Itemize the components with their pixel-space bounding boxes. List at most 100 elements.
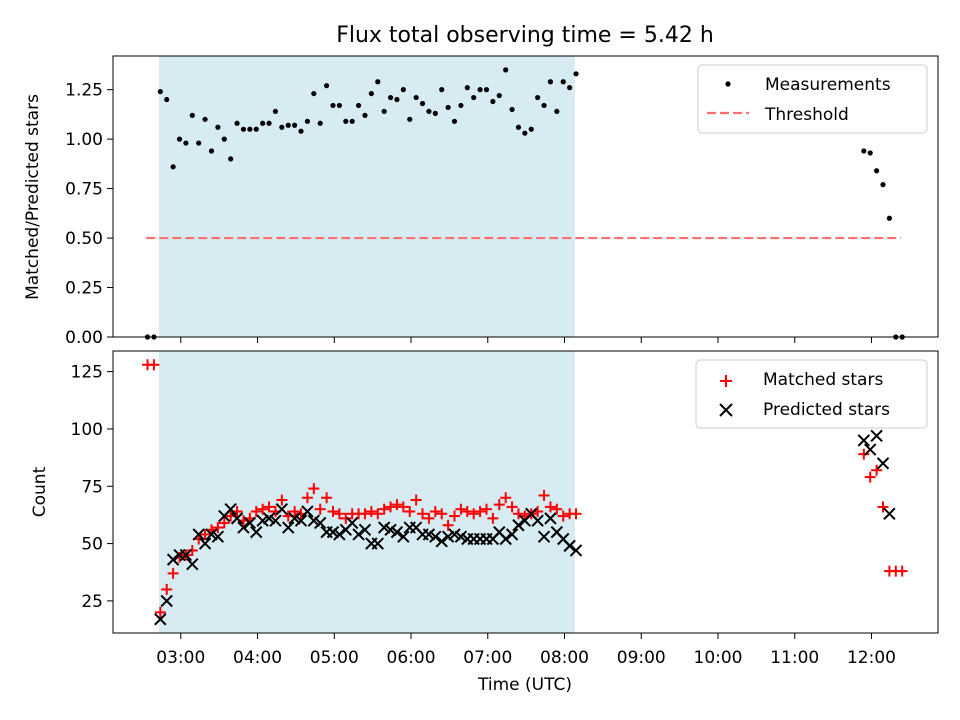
matched-star-point — [896, 565, 908, 577]
measurement-point — [541, 102, 547, 109]
predicted-star-point — [294, 514, 308, 527]
predicted-star-point — [397, 530, 410, 543]
measurement-point — [208, 148, 215, 154]
measurement-point — [528, 126, 534, 132]
measurement-point — [215, 124, 221, 130]
predicted-star-point — [333, 528, 346, 541]
measurement-point — [407, 116, 413, 122]
measurement-point — [535, 94, 541, 101]
matched-star-point — [397, 501, 409, 513]
bottom-y-tick-label: 125 — [71, 363, 103, 383]
measurement-point — [164, 96, 170, 103]
matched-star-point — [442, 519, 454, 531]
predicted-star-point — [314, 516, 327, 530]
matched-star-point — [493, 499, 505, 511]
top-shaded-region — [159, 56, 575, 337]
measurement-point — [554, 108, 560, 115]
top-y-tick-label: 1.00 — [65, 130, 103, 150]
measurement-point — [515, 124, 522, 130]
matched-star-point — [391, 499, 403, 511]
chart-title: Flux total observing time = 5.42 h — [336, 23, 714, 48]
predicted-star-point — [211, 530, 225, 543]
legend-label-threshold: Threshold — [764, 105, 849, 125]
bottom-y-axis-label: Count — [30, 466, 50, 517]
matched-star-point — [512, 508, 524, 520]
measurement-point — [176, 136, 183, 142]
predicted-star-point — [179, 548, 193, 562]
measurement-point — [202, 116, 208, 122]
bottom-y-tick-label: 100 — [71, 420, 103, 440]
measurement-point — [567, 85, 573, 91]
bottom-panel: 25 50 75 100 125 03:00 04:00 05:00 06:00 07:00 08… — [30, 350, 939, 695]
matched-star-point — [359, 508, 371, 520]
matched-star-point — [365, 505, 377, 517]
matched-star-point — [480, 503, 492, 515]
measurement-point — [266, 120, 272, 126]
x-tick-label: 08:00 — [540, 648, 589, 668]
predicted-star-point — [429, 530, 442, 543]
predicted-star-point — [531, 514, 544, 527]
matched-star-point — [538, 489, 550, 501]
measurement-point — [298, 128, 304, 134]
x-tick-label: 06:00 — [387, 648, 436, 668]
matched-star-point — [455, 503, 467, 515]
predicted-star-point — [883, 507, 896, 520]
measurement-point — [573, 71, 579, 77]
measurement-point — [317, 120, 323, 126]
matched-star-point — [321, 492, 333, 504]
predicted-star-point — [512, 519, 525, 532]
matched-star-point — [557, 510, 569, 522]
matched-star-point — [372, 508, 384, 520]
measurement-point — [483, 87, 490, 93]
measurement-point — [272, 108, 279, 115]
x-tick-label: 09:00 — [617, 648, 666, 668]
predicted-star-point — [537, 530, 551, 543]
x-tick-label: 07:00 — [463, 648, 512, 668]
measurement-point — [240, 126, 247, 132]
matched-star-point — [333, 508, 345, 520]
measurement-point — [362, 112, 368, 118]
predicted-star-point — [390, 525, 404, 539]
measurement-point — [445, 104, 451, 111]
top-panel: 0.00 0.25 0.50 0.75 1.00 1.25 Flux total obse… — [23, 23, 939, 348]
matched-star-point — [474, 505, 486, 517]
matched-star-point — [570, 508, 582, 520]
measurement-point — [228, 156, 234, 162]
measurement-point — [381, 108, 387, 115]
measurement-point — [477, 87, 483, 93]
matched-star-point — [449, 510, 461, 522]
predicted-star-point — [352, 528, 365, 541]
predicted-star-point — [371, 537, 384, 550]
measurement-point — [560, 79, 566, 85]
predicted-star-point — [243, 516, 257, 530]
matched-star-point — [161, 583, 173, 595]
predicted-star-point — [186, 558, 199, 571]
predicted-star-point — [275, 502, 289, 516]
x-tick-label: 12:00 — [847, 648, 896, 668]
top-legend: Measurements Threshold — [697, 64, 928, 134]
matched-star-point — [250, 505, 262, 517]
bottom-legend: Matched stars Predicted stars — [695, 359, 928, 429]
measurement-point — [196, 140, 202, 146]
matched-star-point — [257, 503, 269, 515]
measurement-point — [522, 130, 528, 136]
measurement-point — [368, 90, 374, 97]
bottom-legend-box — [695, 359, 928, 429]
predicted-star-point — [250, 525, 263, 539]
top-y-axis-label: Matched/Predicted stars — [23, 94, 43, 300]
measurement-point — [413, 94, 419, 101]
matched-star-point — [308, 483, 320, 495]
matched-star-point — [263, 501, 275, 513]
measurement-point — [221, 136, 227, 142]
measurement-point — [336, 102, 342, 109]
matched-star-point — [289, 505, 301, 517]
predicted-star-point — [230, 512, 244, 525]
x-tick-label: 03:00 — [156, 648, 205, 668]
bottom-y-tick-label: 75 — [81, 477, 103, 497]
measurement-point — [874, 168, 880, 174]
measurement-point — [419, 100, 426, 107]
measurement-point — [330, 102, 336, 109]
measurement-point — [861, 148, 867, 154]
matched-star-point — [506, 501, 518, 513]
matched-star-point — [864, 471, 876, 483]
